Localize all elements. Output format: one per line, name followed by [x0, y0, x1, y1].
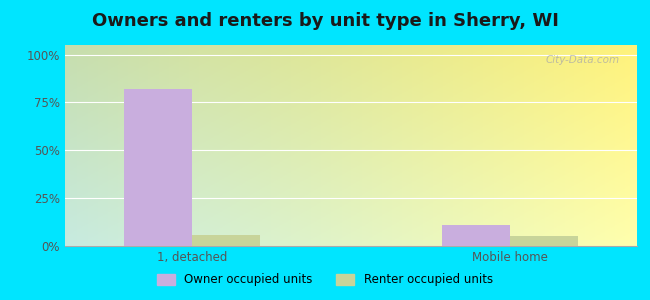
Bar: [124, 89, 192, 246]
Bar: [442, 225, 510, 246]
Text: City-Data.com: City-Data.com: [546, 55, 620, 65]
Text: Owners and renters by unit type in Sherry, WI: Owners and renters by unit type in Sherr…: [92, 12, 558, 30]
Bar: [510, 236, 578, 246]
Bar: [192, 235, 260, 246]
Legend: Owner occupied units, Renter occupied units: Owner occupied units, Renter occupied un…: [153, 269, 497, 291]
